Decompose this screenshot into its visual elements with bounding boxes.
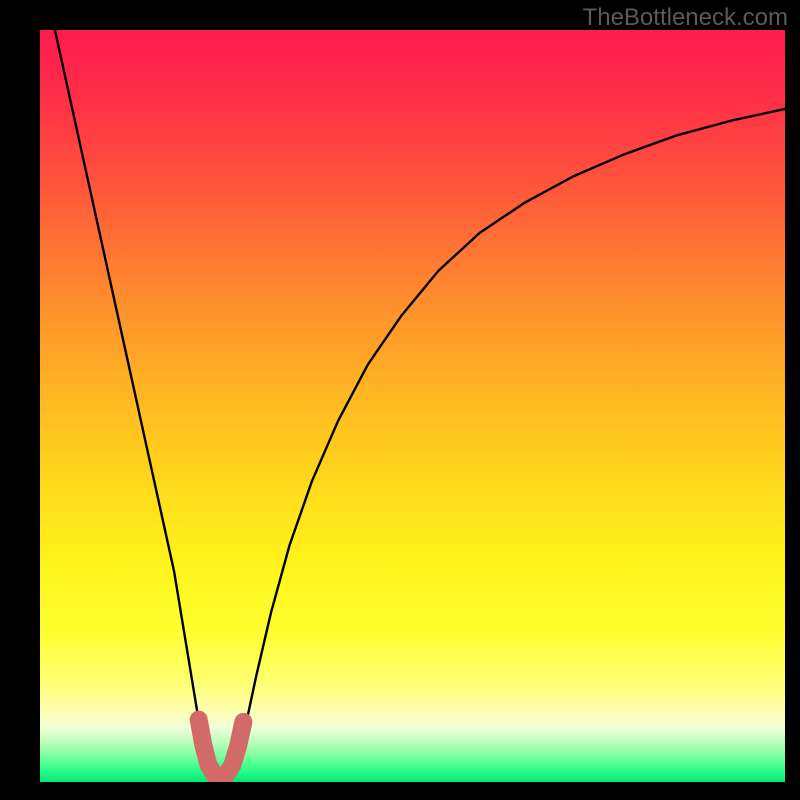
watermark-label: TheBottleneck.com [583, 4, 788, 32]
chart-root: TheBottleneck.com [0, 0, 800, 800]
plot-area [40, 30, 785, 782]
gradient-background [40, 30, 785, 782]
plot-svg [40, 30, 785, 782]
